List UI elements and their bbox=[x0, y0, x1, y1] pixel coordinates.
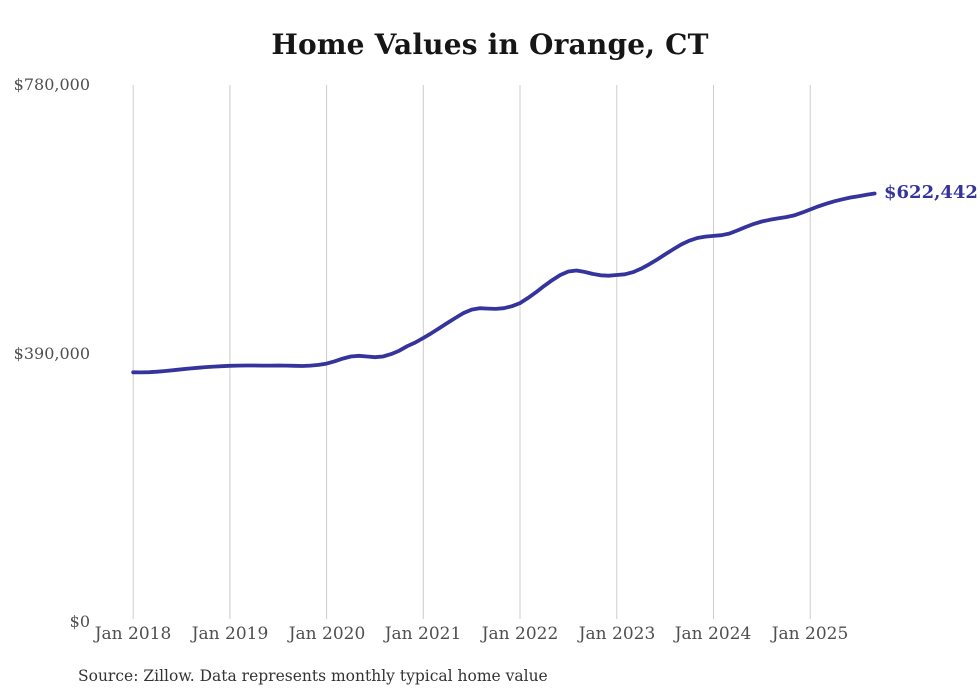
chart-title: Home Values in Orange, CT bbox=[271, 28, 709, 61]
x-tick-label-2025: Jan 2025 bbox=[771, 624, 849, 644]
gridlines bbox=[132, 85, 811, 619]
x-tick-label-2021: Jan 2021 bbox=[384, 624, 462, 644]
end-value-label: $622,442 bbox=[884, 182, 978, 204]
x-tick-label-2023: Jan 2023 bbox=[578, 624, 656, 644]
source-note: Source: Zillow. Data represents monthly … bbox=[78, 667, 548, 685]
y-tick-label-390k: $390,000 bbox=[13, 344, 90, 363]
x-tick-label-2022: Jan 2022 bbox=[481, 624, 559, 644]
x-tick-label-2018: Jan 2018 bbox=[94, 624, 172, 644]
x-tick-label-2024: Jan 2024 bbox=[674, 624, 752, 644]
y-tick-label-780k: $780,000 bbox=[13, 75, 90, 94]
home-value-line bbox=[131, 191, 877, 375]
y-tick-label-0: $0 bbox=[69, 612, 90, 631]
x-tick-label-2019: Jan 2019 bbox=[191, 624, 269, 644]
x-tick-label-2020: Jan 2020 bbox=[288, 624, 366, 644]
